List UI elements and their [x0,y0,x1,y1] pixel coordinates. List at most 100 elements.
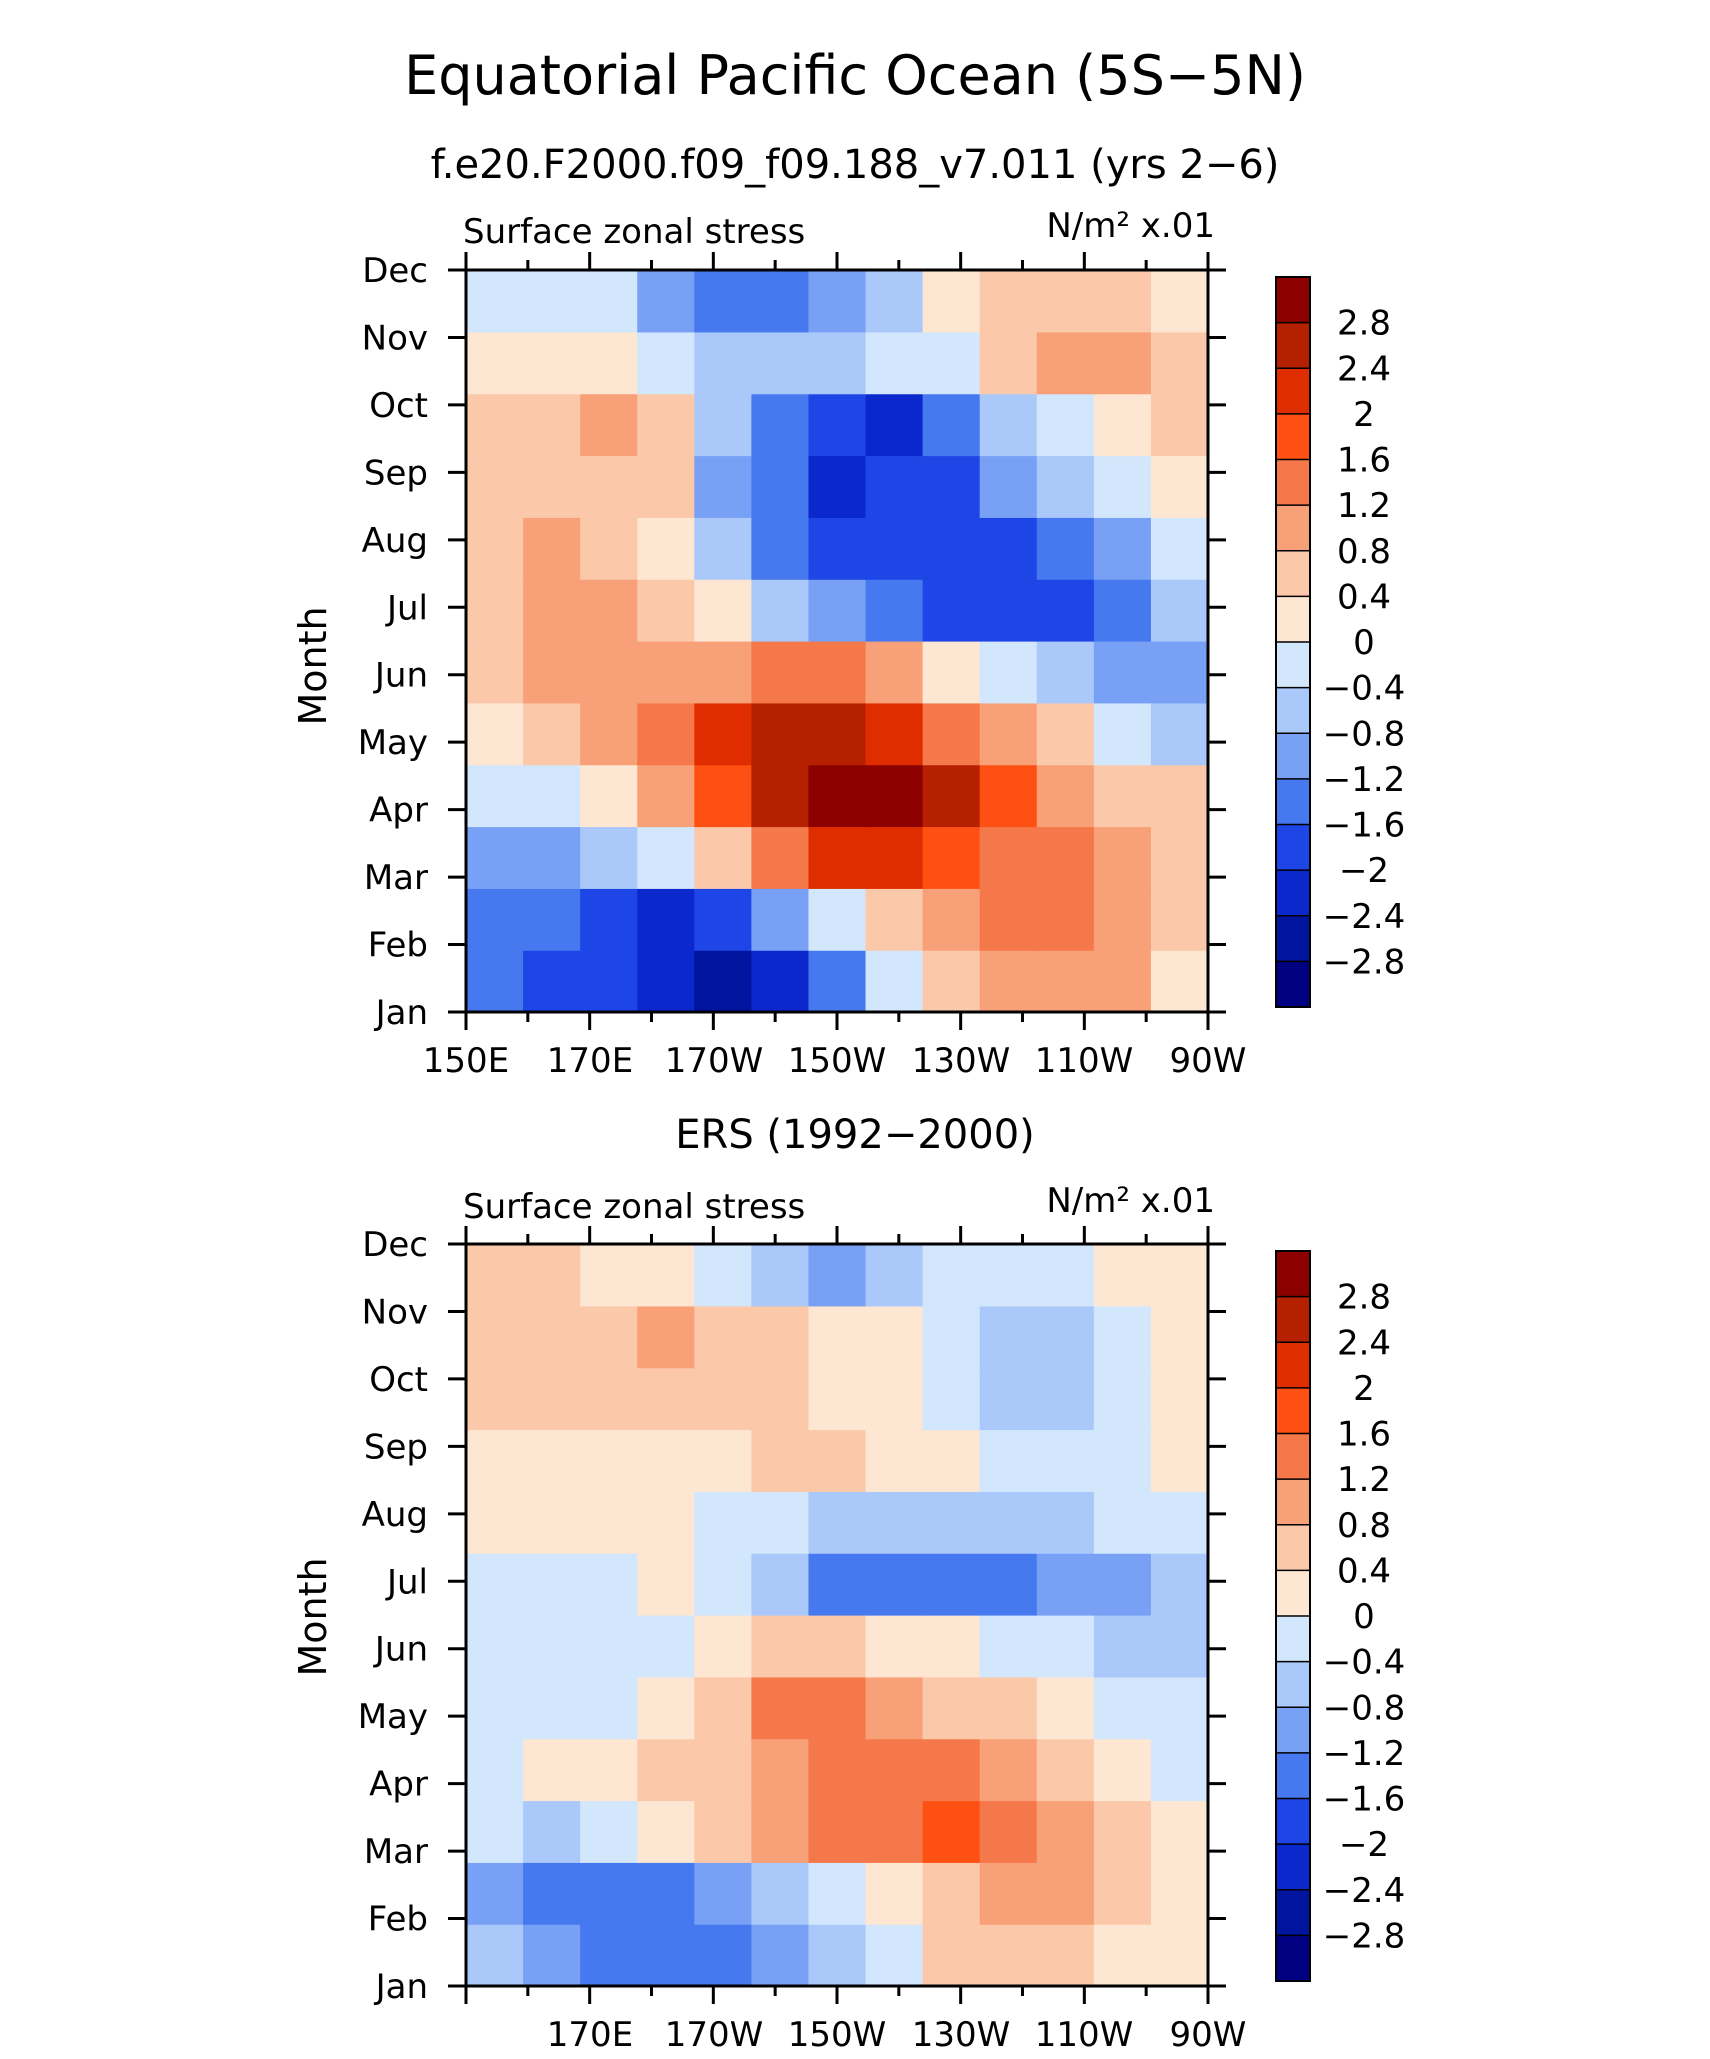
heatmap-cell [979,1429,1038,1492]
heatmap-cell [637,1676,695,1740]
y-tick-label: Feb [368,926,428,966]
heatmap-cell [580,826,638,889]
colorbar-swatch [1276,1935,1310,1982]
heatmap-cell [466,579,524,642]
heatmap-cell [1036,1676,1095,1740]
colorbar-swatch [1276,1661,1310,1708]
heatmap-cell [694,455,752,518]
heatmap-cell [808,1862,867,1925]
heatmap-cell [865,1367,924,1431]
y-tick-label: Jun [373,656,428,696]
x-tick-label: 150W [788,2015,887,2055]
heatmap-cell [580,764,638,828]
heatmap-cell [694,1491,752,1554]
y-tick-label: Aug [362,521,428,561]
colorbar-label: 2.4 [1337,1323,1391,1363]
heatmap-cell [865,1305,924,1369]
heatmap-cell [1150,1553,1209,1616]
heatmap-cell [637,455,695,518]
heatmap-cell [751,1862,810,1925]
heatmap-cell [637,331,695,395]
heatmap-cell [694,702,752,766]
heatmap-cell [979,1615,1038,1678]
x-tick-label: 170W [665,2015,764,2055]
heatmap-cell [1093,764,1152,828]
heatmap-cell [1036,641,1095,704]
colorbar-swatch [1276,1387,1310,1435]
heatmap-cell [922,517,981,580]
heatmap-cell [466,1429,524,1492]
x-tick-label: 110W [1035,1041,1134,1081]
heatmap-cell [865,702,924,766]
heatmap-cell [979,579,1038,642]
heatmap-cell [523,455,581,518]
y-tick-label: Jan [374,1967,428,2007]
heatmap-cell [751,517,810,580]
colorbar-label: 1.2 [1337,1460,1391,1500]
heatmap-cell [1036,1615,1095,1678]
colorbar-swatch [1276,1798,1310,1845]
heatmap-cell [751,1429,810,1492]
colorbar-swatch [1276,1433,1310,1480]
heatmap-cell [1150,826,1209,889]
heatmap-cell [865,1553,924,1616]
heatmap-cell [523,1553,581,1616]
heatmap-cell [466,393,524,457]
y-tick-label: Jan [374,993,428,1033]
heatmap-cell [694,270,752,333]
colorbar-swatch [1276,596,1310,643]
heatmap-cell [1150,1738,1209,1802]
heatmap-cell [1036,1862,1095,1925]
heatmap-cell [979,641,1038,704]
figure-title: Equatorial Pacific Ocean (5S−5N) [404,44,1306,107]
y-tick-label: Oct [369,386,428,426]
heatmap-cell [637,1367,695,1431]
heatmap-cell [979,1862,1038,1925]
panel-obs-colorbar: 2.8 2.4 2 1.6 1.2 0.8 0.4 0 −0.4 −0.8 −1.2 −1.6 −2 −2… [1275,1250,1406,1982]
colorbar-swatch [1276,368,1310,415]
y-tick-label: Jul [385,588,428,628]
heatmap-cell [808,393,867,457]
heatmap-cell [1036,579,1095,642]
heatmap-cell [523,393,581,457]
heatmap-cell [523,331,581,395]
heatmap-cell [466,1676,524,1740]
heatmap-cell [751,331,810,395]
colorbar-label: −2 [1339,1825,1389,1865]
panel-model-right-label: N/m² x.01 [1046,206,1215,246]
heatmap-cell [694,764,752,828]
heatmap-cell [1093,270,1152,333]
heatmap-cell [1093,641,1152,704]
colorbar-label: −1.6 [1323,1780,1406,1820]
heatmap-cell [694,393,752,457]
heatmap-cell [580,1553,638,1616]
x-tick-label: 150E [423,1041,509,1081]
heatmap-cell [1093,702,1152,766]
heatmap-cell [637,702,695,766]
panel-obs: ERS (1992−2000) Surface zonal stress N/m… [291,1112,1405,2055]
heatmap-cell [751,888,810,951]
heatmap-cell [637,1244,695,1307]
heatmap-cell [751,1800,810,1863]
heatmap-cell [1093,950,1152,1013]
heatmap-cell [1150,1924,1209,1987]
heatmap-cell [466,702,524,766]
heatmap-cell [580,393,638,457]
heatmap-cell [466,1367,524,1431]
heatmap-cell [580,888,638,951]
heatmap-cell [1150,1615,1209,1678]
heatmap-cell [466,764,524,828]
heatmap-cell [979,1676,1038,1740]
heatmap-cell [751,1615,810,1678]
heatmap-cell [808,1367,867,1431]
heatmap-cell [523,1862,581,1925]
heatmap-cell [922,331,981,395]
colorbar-swatch [1276,322,1310,369]
colorbar-swatch [1276,1524,1310,1571]
colorbar-swatch [1276,505,1310,552]
heatmap-cell [922,1862,981,1925]
colorbar-label: −0.8 [1323,714,1406,754]
heatmap-cell [466,888,524,951]
heatmap-cell [865,579,924,642]
